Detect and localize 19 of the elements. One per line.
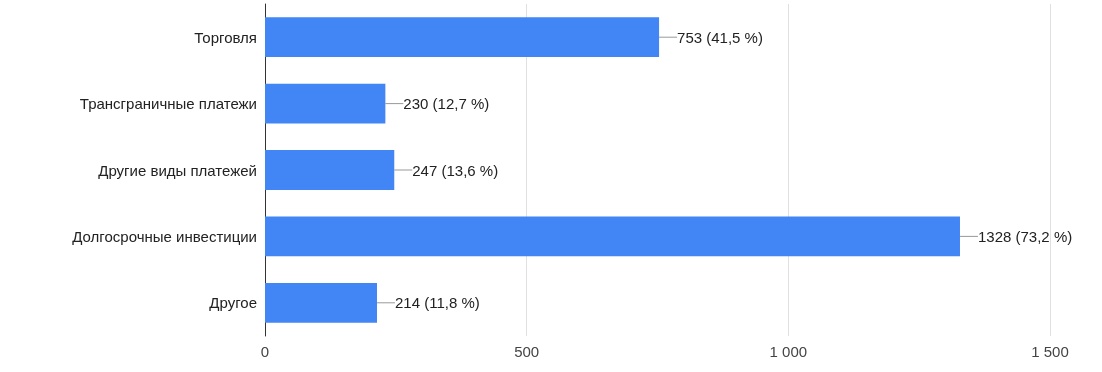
x-tick-label: 1 500 [1031,343,1069,360]
bar [265,17,660,58]
bar [265,282,377,323]
y-tick-label: Другие виды платежей [98,161,257,179]
y-tick-label: Трансграничные платежи [79,95,257,113]
x-tick-label: 0 [260,343,270,360]
x-tick-label: 1 000 [769,343,808,360]
bar [265,216,960,257]
data-label: 1328 (73,2 %) [977,227,1073,245]
y-tick-label: Торговля [194,28,257,46]
y-tick-label: Другое [209,294,257,312]
data-label: 230 (12,7 %) [403,95,490,113]
bar [265,83,386,124]
data-label: 753 (41,5 %) [677,28,763,46]
x-tick-label: 500 [514,343,540,360]
data-label: 247 (13,6 %) [412,161,499,179]
data-label: 214 (11,8 %) [394,294,480,312]
y-tick-label: Долгосрочные инвестиции [72,227,257,245]
bar [265,150,395,190]
